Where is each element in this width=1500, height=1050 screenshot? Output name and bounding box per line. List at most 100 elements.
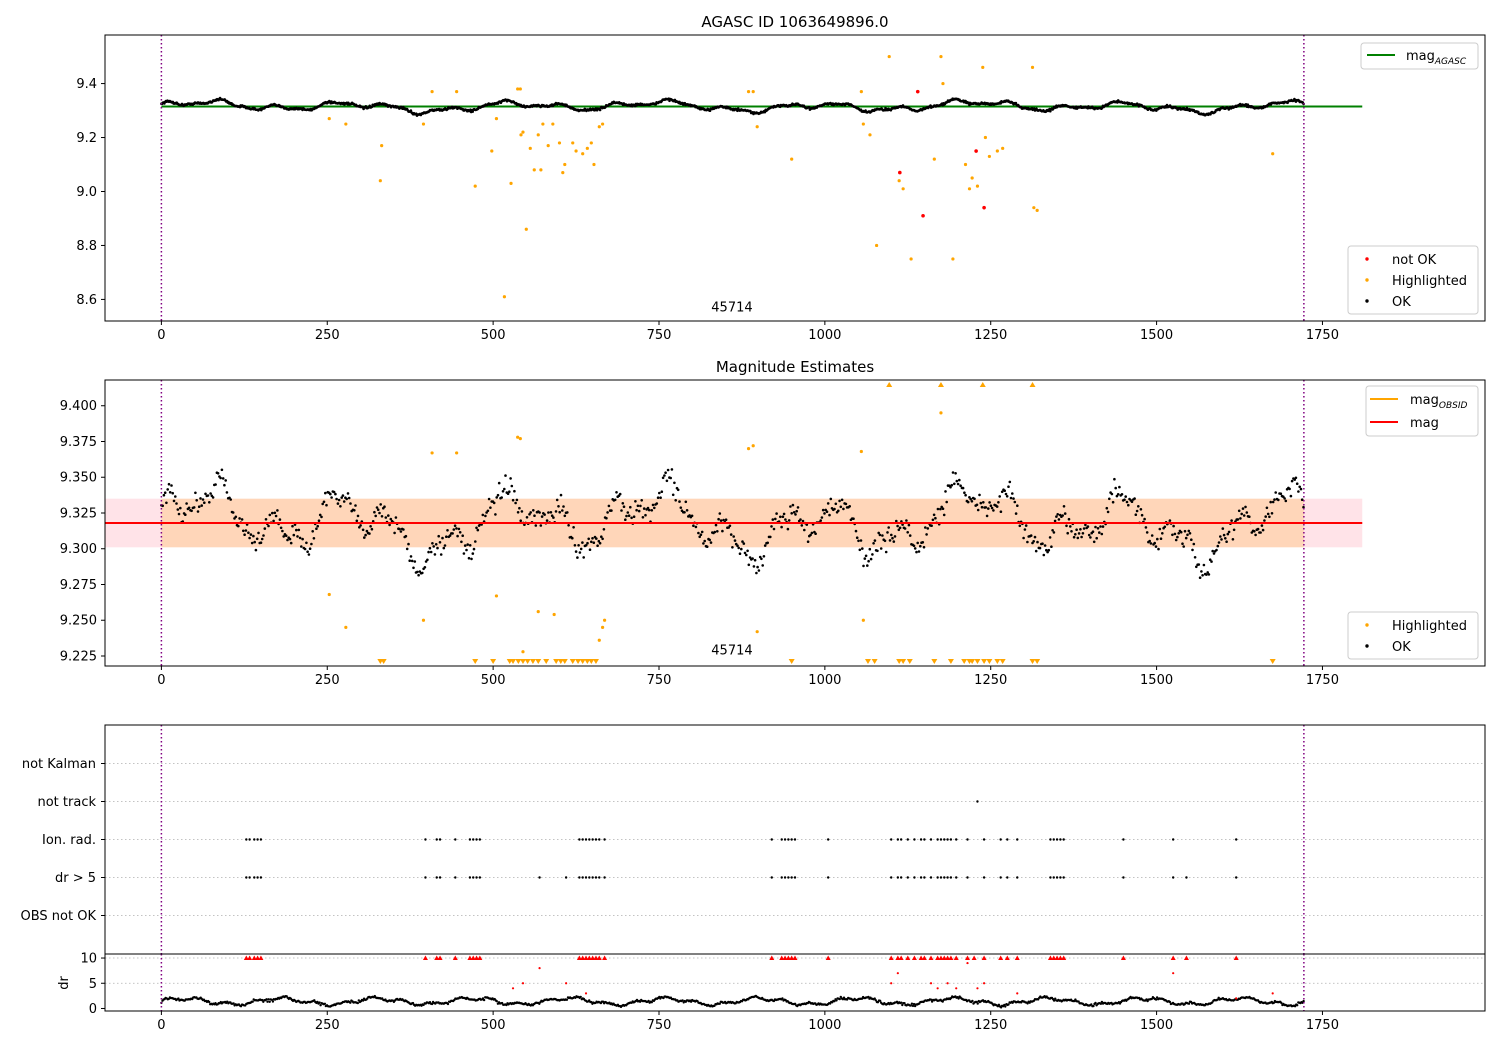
dr-outlier-point [982, 982, 986, 985]
ok-point [408, 559, 412, 562]
ok-point [699, 533, 703, 536]
ok-point [939, 507, 942, 511]
dr-point [482, 998, 486, 1002]
ok-point [487, 497, 491, 501]
ok-point [335, 497, 338, 501]
ok-point [249, 533, 253, 536]
out-of-range-up-marker [979, 382, 986, 387]
ok-point [383, 505, 386, 509]
out-of-range-down-marker [553, 659, 560, 664]
ok-point [810, 531, 814, 535]
ok-point [434, 543, 438, 546]
legend-status: Highlighted OK [1347, 611, 1479, 660]
ok-point [492, 501, 496, 505]
ok-point [893, 535, 897, 538]
ok-point [329, 492, 332, 496]
dr-capped-marker [792, 955, 798, 961]
ok-point [917, 550, 921, 553]
flag-label: OBS not OK [21, 909, 97, 924]
out-of-range-down-marker [1034, 659, 1041, 664]
legend-label: mag [1406, 49, 1435, 64]
ok-point [1066, 531, 1069, 535]
dr-capped-marker [789, 955, 795, 961]
ok-point [956, 482, 960, 486]
flag-point [966, 876, 969, 879]
ok-point [596, 544, 599, 547]
x-tick-label: 1250 [974, 328, 1007, 343]
flag-point [826, 876, 830, 879]
legend-subscript: AGASC [1434, 57, 1467, 67]
ok-point [1143, 517, 1146, 521]
ok-point [187, 506, 191, 510]
ok-point [803, 528, 806, 532]
ok-point [237, 524, 240, 528]
highlighted-point [378, 179, 382, 183]
ok-point [721, 529, 724, 533]
ok-point [324, 491, 327, 495]
ok-point [588, 548, 592, 551]
ok-point [297, 528, 301, 532]
highlighted-point [600, 122, 605, 126]
highlighted-point [941, 81, 945, 86]
ok-point [979, 501, 983, 505]
highlighted-point [939, 411, 943, 415]
ok-point [644, 513, 647, 517]
dr-capped-marker [243, 955, 249, 961]
x-tick-label: 500 [481, 673, 506, 688]
ok-point [345, 497, 349, 501]
ok-point [740, 547, 743, 551]
ok-point [1182, 545, 1185, 548]
ok-point [1153, 541, 1156, 545]
ok-point [554, 510, 558, 513]
ok-point [775, 512, 778, 515]
dr-point [867, 995, 870, 999]
ok-point [378, 511, 381, 515]
x-tick-label: 250 [315, 1018, 340, 1033]
ok-point [259, 541, 263, 544]
ok-point [529, 511, 532, 514]
dr-outlier-point [1172, 972, 1175, 975]
highlighted-point [563, 162, 567, 167]
ok-point [1154, 545, 1158, 548]
ok-point [1110, 492, 1114, 496]
ok-point [549, 511, 553, 514]
dr-capped-marker [590, 955, 596, 961]
ok-point [1074, 533, 1077, 536]
flag-point [770, 838, 773, 841]
ok-point [751, 557, 754, 560]
flag-point [245, 876, 248, 879]
ok-point [503, 487, 506, 491]
ok-point [274, 514, 278, 518]
ok-point [757, 569, 761, 572]
ok-point [634, 500, 637, 503]
dr-point [251, 1000, 254, 1003]
ok-point [716, 530, 719, 533]
ok-point [866, 564, 869, 567]
dr-point [909, 1004, 912, 1007]
ok-point [1161, 532, 1164, 535]
x-tick-label: 0 [157, 1018, 165, 1033]
dr-outlier-point [1271, 992, 1274, 995]
flag-point [1006, 838, 1009, 841]
ok-point [897, 528, 901, 532]
dr-capped-marker [1014, 955, 1020, 961]
ok-point [742, 542, 746, 545]
dr-capped-marker [911, 955, 917, 961]
ok-point [394, 516, 398, 519]
ok-point [618, 492, 622, 496]
highlighted-point [430, 451, 434, 455]
ok-point [300, 545, 303, 548]
highlighted-point [539, 168, 543, 172]
highlighted-point [455, 90, 459, 94]
ok-point [214, 483, 217, 486]
highlighted-point [602, 618, 607, 622]
out-of-range-down-marker [986, 659, 993, 664]
ok-point [1052, 531, 1056, 534]
flag-point [999, 838, 1002, 841]
ok-point [481, 513, 485, 517]
ok-point [576, 556, 579, 559]
dr-capped-marker [1051, 955, 1057, 961]
ok-point [669, 476, 672, 480]
ok-point [1098, 531, 1101, 534]
flag-point [793, 838, 797, 841]
